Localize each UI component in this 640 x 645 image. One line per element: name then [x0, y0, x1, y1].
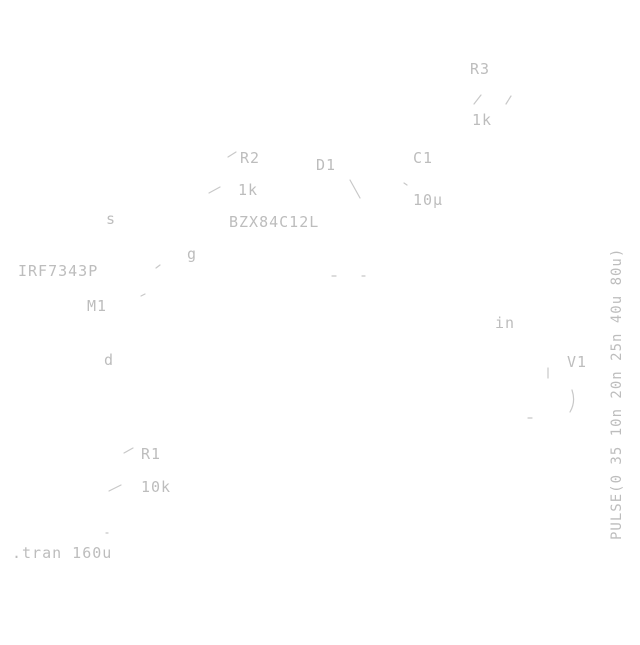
- v1-value: PULSE(0 35 10n 20n 25n 40u 80u): [609, 247, 625, 540]
- m1-pin-d: d: [104, 351, 115, 369]
- r2-value: 1k: [238, 181, 259, 199]
- c1-lead: [403, 182, 408, 186]
- r3-label: R3: [470, 60, 491, 78]
- r1-lead-top: [123, 447, 134, 454]
- c1-label: C1: [413, 149, 434, 167]
- net-label-in: in: [495, 314, 516, 332]
- r2-lead-top: [227, 151, 237, 158]
- r3-mark-left: [473, 94, 482, 105]
- r3-value: 1k: [472, 111, 493, 129]
- gate-wire: [155, 264, 161, 269]
- m1-body: [140, 293, 146, 297]
- m1-value: IRF7343P: [18, 262, 99, 280]
- d1-lead: [349, 179, 361, 199]
- spice-directive: .tran 160u: [12, 544, 113, 562]
- r1-label: R1: [141, 445, 162, 463]
- r1-value: 10k: [141, 478, 172, 496]
- d1-value: BZX84C12L: [229, 213, 320, 231]
- v1-symbol: [527, 367, 575, 419]
- m1-pin-s: s: [106, 210, 117, 228]
- c1-value: 10µ: [413, 191, 444, 209]
- m1-label: M1: [87, 297, 108, 315]
- r1-lead-bottom: [108, 484, 122, 492]
- d1-label: D1: [316, 156, 337, 174]
- v1-label: V1: [567, 353, 588, 371]
- r2-lead-bottom: [208, 186, 221, 194]
- m1-pin-g: g: [187, 245, 198, 263]
- r3-mark-right: [505, 95, 512, 105]
- r2-label: R2: [240, 149, 261, 167]
